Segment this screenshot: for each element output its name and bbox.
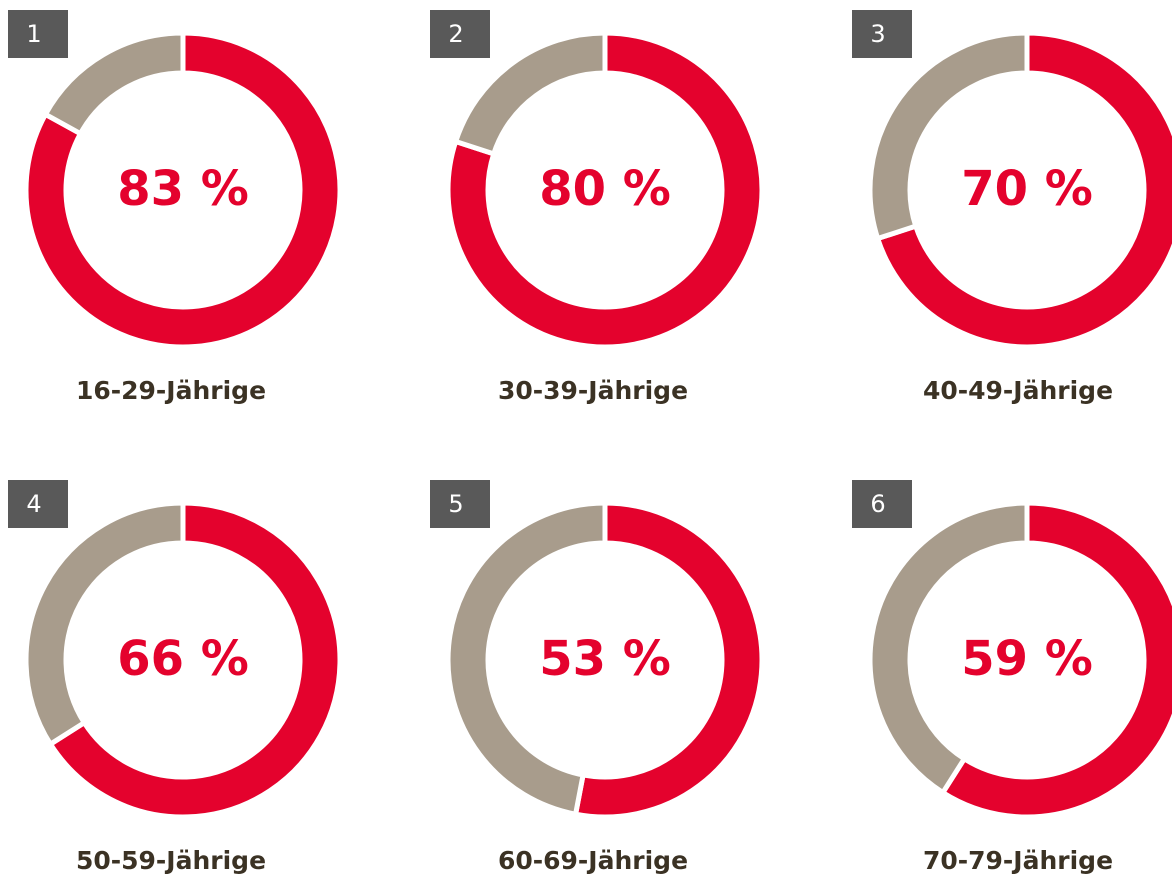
donut-segment <box>452 30 608 157</box>
badge <box>8 480 68 528</box>
badge-number: 2 <box>448 20 463 48</box>
donut-segment <box>867 30 1030 242</box>
donut-segment <box>572 500 765 820</box>
chart-title: 60-69-Jährige <box>498 846 688 875</box>
donut-segment <box>23 500 186 748</box>
donut-segment <box>445 500 608 818</box>
badge <box>430 480 490 528</box>
center-label: 83 % <box>117 161 249 217</box>
chart-title: 16-29-Jährige <box>76 376 266 405</box>
badge <box>8 10 68 58</box>
chart-title: 40-49-Jährige <box>923 376 1113 405</box>
donut-segment <box>42 30 186 138</box>
center-label: 66 % <box>117 631 249 687</box>
badge-number: 5 <box>448 490 463 518</box>
badge <box>852 10 912 58</box>
badge <box>430 10 490 58</box>
donut-segment <box>46 500 343 820</box>
badge <box>852 480 912 528</box>
chart-title: 50-59-Jährige <box>76 846 266 875</box>
donut-segment <box>23 30 343 350</box>
badge-number: 4 <box>26 490 41 518</box>
donut-segment <box>445 30 765 350</box>
chart-title: 70-79-Jährige <box>923 846 1113 875</box>
center-label: 53 % <box>539 631 671 687</box>
center-label: 59 % <box>961 631 1093 687</box>
donut-segment <box>867 500 1030 797</box>
donut-segment <box>939 500 1172 820</box>
chart-title: 30-39-Jährige <box>498 376 688 405</box>
center-label: 70 % <box>961 161 1093 217</box>
badge-number: 3 <box>870 20 885 48</box>
badge-number: 1 <box>26 20 41 48</box>
donut-segment <box>874 30 1172 350</box>
badge-number: 6 <box>870 490 885 518</box>
center-label: 80 % <box>539 161 671 217</box>
